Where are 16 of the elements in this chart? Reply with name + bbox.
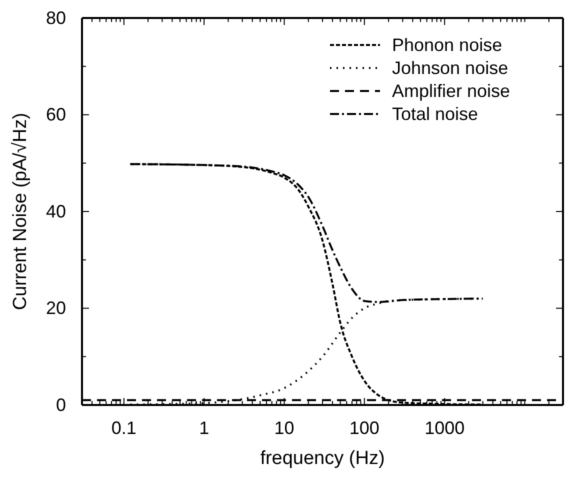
- y-tick-label: 80: [46, 8, 66, 28]
- x-tick-label: 1: [199, 418, 210, 438]
- y-tick-label: 40: [46, 201, 66, 222]
- y-tick-label: 20: [46, 298, 66, 318]
- legend-label: Phonon noise: [392, 35, 502, 55]
- x-tick-label: 10: [274, 418, 294, 438]
- x-tick-label: 0.1: [111, 418, 136, 438]
- x-tick-label: 100: [349, 418, 380, 438]
- legend-label: Johnson noise: [392, 58, 508, 78]
- x-axis-title: frequency (Hz): [260, 448, 385, 469]
- y-tick-label: 60: [46, 104, 66, 125]
- x-tick-label: 1000: [424, 418, 465, 438]
- y-axis-title: Current Noise (pA/√Hz): [10, 112, 31, 310]
- legend-label: Amplifier noise: [392, 81, 510, 101]
- y-tick-label: 0: [56, 394, 66, 415]
- legend-label: Total noise: [392, 104, 478, 124]
